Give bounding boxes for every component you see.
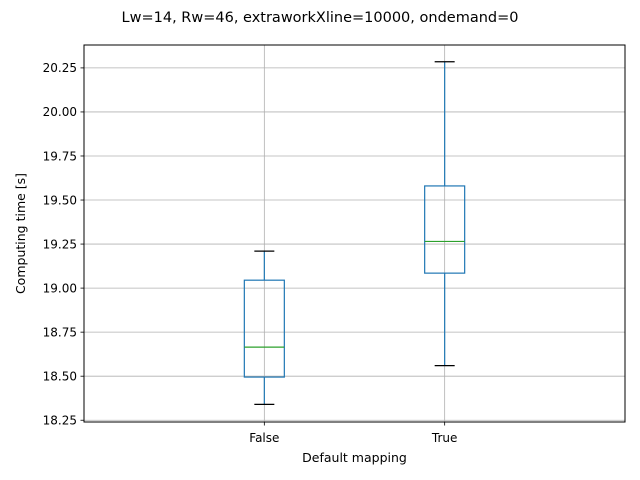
y-tick-label: 18.50 xyxy=(43,369,77,383)
chart-title: Lw=14, Rw=46, extraworkXline=10000, onde… xyxy=(122,10,519,26)
x-axis: False True xyxy=(249,422,457,445)
y-tick-label: 20.00 xyxy=(43,105,77,119)
y-tick-label: 18.25 xyxy=(43,414,77,428)
x-tick-label: False xyxy=(249,431,279,445)
x-axis-label: Default mapping xyxy=(302,450,407,465)
box-iqr xyxy=(243,279,285,378)
box-iqr xyxy=(424,185,466,274)
y-axis-label: Computing time [s] xyxy=(13,173,28,294)
y-tick-label: 19.75 xyxy=(43,149,77,163)
y-tick-label: 18.75 xyxy=(43,325,77,339)
grid-lines xyxy=(84,45,625,422)
y-axis: 18.25 18.50 18.75 19.00 19.25 19.50 19.75 20.00… xyxy=(43,61,84,428)
y-tick-label: 19.50 xyxy=(43,193,77,207)
box-series xyxy=(243,61,466,405)
x-tick-label: True xyxy=(431,431,458,445)
plot-frame xyxy=(83,44,626,423)
y-tick-label: 19.25 xyxy=(43,237,77,251)
y-tick-label: 19.00 xyxy=(43,281,77,295)
y-tick-label: 20.25 xyxy=(43,61,77,75)
